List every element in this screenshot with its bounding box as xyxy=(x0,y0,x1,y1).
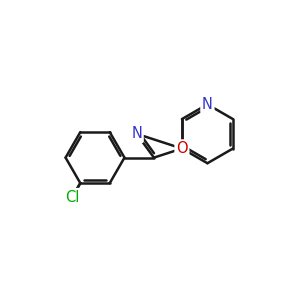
Text: O: O xyxy=(176,141,188,156)
Text: Cl: Cl xyxy=(65,190,80,205)
Text: N: N xyxy=(202,97,213,112)
Text: N: N xyxy=(131,126,142,141)
